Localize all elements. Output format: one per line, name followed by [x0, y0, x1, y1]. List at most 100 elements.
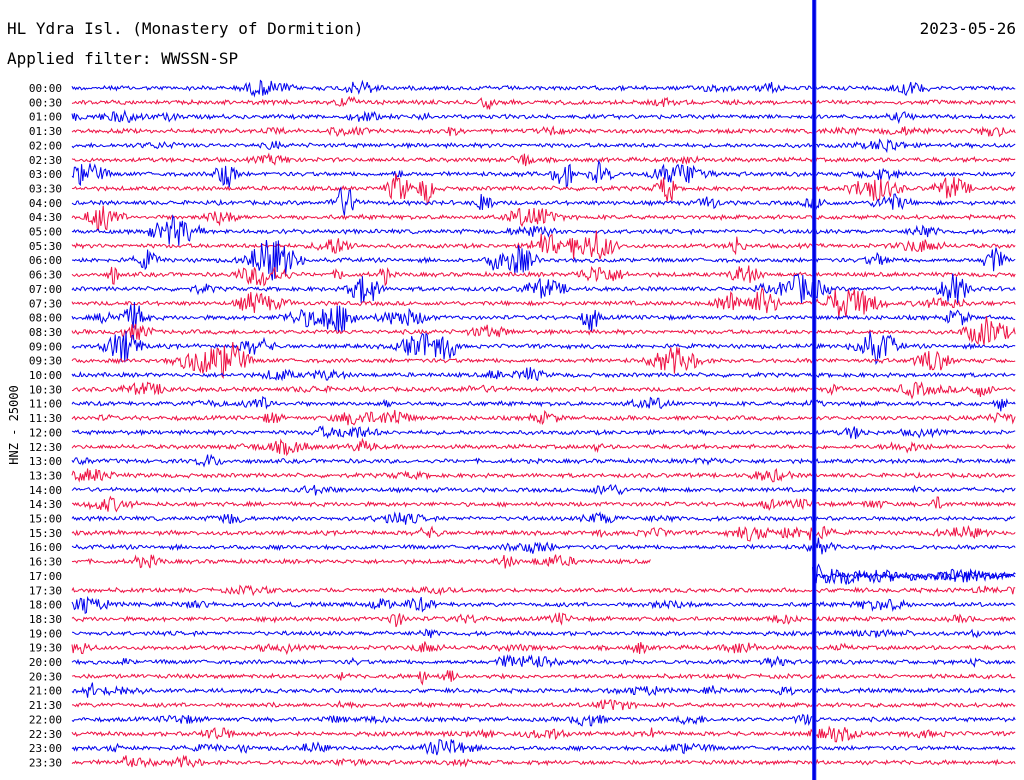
- seismic-trace: [72, 628, 1016, 639]
- tick-label: 06:30: [29, 269, 62, 282]
- seismic-trace: [71, 584, 1016, 597]
- seismic-trace: [71, 537, 1016, 556]
- tick-label: 12:00: [29, 426, 62, 439]
- tick-label: 21:30: [29, 699, 62, 712]
- seismic-trace: [71, 186, 1016, 216]
- seismic-trace: [71, 483, 1016, 496]
- tick-label: 08:30: [29, 326, 62, 339]
- seismic-trace: [814, 568, 1016, 583]
- tick-label: 02:30: [29, 154, 62, 167]
- tick-label: 05:30: [29, 240, 62, 253]
- tick-label: 17:00: [29, 570, 62, 583]
- tick-label: 09:00: [29, 340, 62, 353]
- tick-label: 23:30: [29, 756, 62, 769]
- tick-label: 11:30: [29, 412, 62, 425]
- seismic-trace: [71, 395, 1016, 412]
- tick-label: 02:00: [29, 139, 62, 152]
- tick-label: 22:00: [29, 713, 62, 726]
- tick-label: 19:30: [29, 642, 62, 655]
- tick-label: 20:30: [29, 670, 62, 683]
- seismic-trace: [71, 641, 1016, 656]
- major-event-group: [812, 0, 1016, 780]
- station-title: HL Ydra Isl. (Monastery of Dormition): [7, 19, 364, 38]
- seismic-trace: [71, 286, 1016, 319]
- seismic-trace: [71, 511, 1016, 525]
- tick-label: 10:30: [29, 383, 62, 396]
- seismic-trace: [71, 152, 1016, 167]
- event-coda: [812, 563, 1016, 585]
- tick-label: 03:00: [29, 168, 62, 181]
- seismic-trace: [71, 725, 1016, 743]
- filter-label: Applied filter: WWSSN-SP: [7, 49, 239, 68]
- seismic-trace: [71, 524, 1016, 542]
- seismic-trace: [71, 301, 1016, 333]
- tick-label: 04:30: [29, 211, 62, 224]
- tick-label: 16:00: [29, 541, 62, 554]
- tick-label: 22:30: [29, 728, 62, 741]
- seismic-trace: [71, 214, 1016, 246]
- seismic-trace: [71, 654, 1016, 669]
- tick-label: 17:30: [29, 584, 62, 597]
- seismic-trace: [71, 682, 1016, 698]
- tick-label: 06:00: [29, 254, 62, 267]
- seismic-trace: [71, 425, 1016, 440]
- seismic-trace: [71, 437, 1016, 457]
- seismic-trace: [71, 273, 1016, 304]
- tick-label: 19:00: [29, 627, 62, 640]
- tick-label: 01:00: [29, 111, 62, 124]
- seismic-trace: [71, 699, 1016, 711]
- tick-label: 09:30: [29, 355, 62, 368]
- seismic-trace: [71, 381, 1016, 400]
- seismic-trace: [71, 230, 1016, 260]
- seismic-trace: [71, 138, 1016, 154]
- seismic-trace: [71, 109, 1016, 125]
- seismic-trace: [71, 467, 1016, 483]
- tick-label: 16:30: [29, 556, 62, 569]
- tick-label: 13:00: [29, 455, 62, 468]
- tick-label: 08:00: [29, 312, 62, 325]
- seismic-trace: [71, 713, 1016, 727]
- seismic-trace: [71, 125, 1016, 138]
- seismic-trace: [71, 330, 1016, 366]
- tick-label: 18:30: [29, 613, 62, 626]
- seismic-trace: [71, 495, 1016, 513]
- seismic-trace: [71, 315, 1016, 346]
- tick-label: 00:30: [29, 96, 62, 109]
- tick-label: 15:00: [29, 513, 62, 526]
- tick-label: 11:00: [29, 398, 62, 411]
- seismic-trace: [71, 173, 1016, 205]
- tick-label: 20:00: [29, 656, 62, 669]
- seismic-trace: [71, 554, 651, 569]
- seismic-trace: [71, 79, 1016, 98]
- tick-label: 04:00: [29, 197, 62, 210]
- seismic-trace: [71, 595, 1016, 614]
- tick-label: 00:00: [29, 82, 62, 95]
- tick-label: 23:00: [29, 742, 62, 755]
- seismic-trace: [71, 453, 1016, 468]
- seismic-trace: [71, 739, 1016, 756]
- tick-label: 07:30: [29, 297, 62, 310]
- seismic-trace: [71, 612, 1016, 628]
- seismic-trace: [71, 95, 1016, 111]
- seismic-trace: [71, 205, 1016, 232]
- tick-label: 14:30: [29, 498, 62, 511]
- tick-label: 10:00: [29, 369, 62, 382]
- seismic-trace: [71, 159, 1016, 188]
- seismic-trace: [71, 670, 1016, 686]
- tick-label: 07:00: [29, 283, 62, 296]
- seismic-trace: [71, 409, 1016, 426]
- tick-label: 14:00: [29, 484, 62, 497]
- tick-label: 05:00: [29, 226, 62, 239]
- tick-label: 12:30: [29, 441, 62, 454]
- tick-label: 13:30: [29, 469, 62, 482]
- tick-label: 21:00: [29, 685, 62, 698]
- tick-label: 15:30: [29, 527, 62, 540]
- seismic-trace: [71, 367, 1016, 382]
- seismic-trace: [71, 265, 1016, 287]
- seismic-trace: [71, 754, 1016, 769]
- tick-label: 18:00: [29, 599, 62, 612]
- tick-label: 03:30: [29, 182, 62, 195]
- date-label: 2023-05-26: [919, 19, 1016, 38]
